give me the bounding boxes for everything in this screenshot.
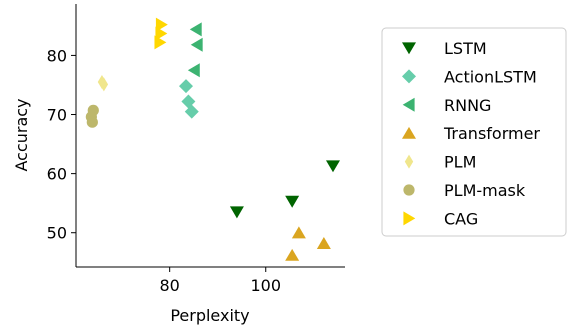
legend-label-actionlstm: ActionLSTM	[444, 67, 537, 86]
data-point-rnng	[187, 63, 200, 78]
data-point-lstm	[229, 206, 244, 219]
legend-label-lstm: LSTM	[444, 39, 487, 58]
legend-marker-plm	[404, 154, 414, 169]
legend-label-cag: CAG	[444, 209, 478, 228]
data-point-plm	[99, 77, 109, 92]
y-tick-label: 70	[47, 106, 67, 125]
legend-marker-cag	[403, 211, 416, 226]
legend-frame	[381, 27, 567, 237]
data-point-transformer	[285, 248, 300, 261]
ticks: 80 100 50 60 70 80	[47, 46, 281, 295]
data-points	[85, 17, 340, 261]
y-tick-label: 80	[47, 46, 67, 65]
data-point-rnng	[189, 22, 202, 37]
legend-label-transformer: Transformer	[443, 124, 540, 143]
data-point-cag	[155, 17, 168, 32]
x-axis-label: Perplexity	[170, 306, 249, 325]
data-point-actionlstm	[179, 79, 194, 94]
y-axis-label: Accuracy	[12, 98, 31, 171]
data-point-lstm	[325, 160, 340, 173]
legend-marker-transformer	[402, 126, 416, 139]
legend-marker-plm-mask	[403, 184, 415, 196]
legend-label-plm: PLM	[444, 153, 476, 172]
legend-label-rnng: RNNG	[444, 96, 491, 115]
legend: LSTM ActionLSTM RNNG Transformer PLM PLM-mask…	[381, 27, 567, 237]
y-tick-label: 50	[47, 224, 67, 243]
legend-marker-rnng	[402, 97, 415, 112]
y-tick-label: 60	[47, 165, 67, 184]
data-point-transformer	[291, 226, 306, 239]
data-point-rnng	[190, 37, 203, 52]
data-point-actionlstm	[184, 104, 199, 119]
axes	[75, 4, 345, 268]
legend-label-plm-mask: PLM-mask	[444, 181, 526, 200]
data-point-cag	[154, 35, 167, 50]
x-tick-label: 80	[159, 276, 179, 295]
legend-marker-actionlstm	[402, 69, 416, 84]
data-point-cag	[155, 26, 168, 41]
legend-marker-lstm	[402, 42, 416, 55]
data-point-plm-mask	[86, 116, 98, 128]
x-tick-label: 100	[250, 276, 281, 295]
data-point-lstm	[285, 195, 300, 208]
data-point-transformer	[316, 237, 331, 249]
